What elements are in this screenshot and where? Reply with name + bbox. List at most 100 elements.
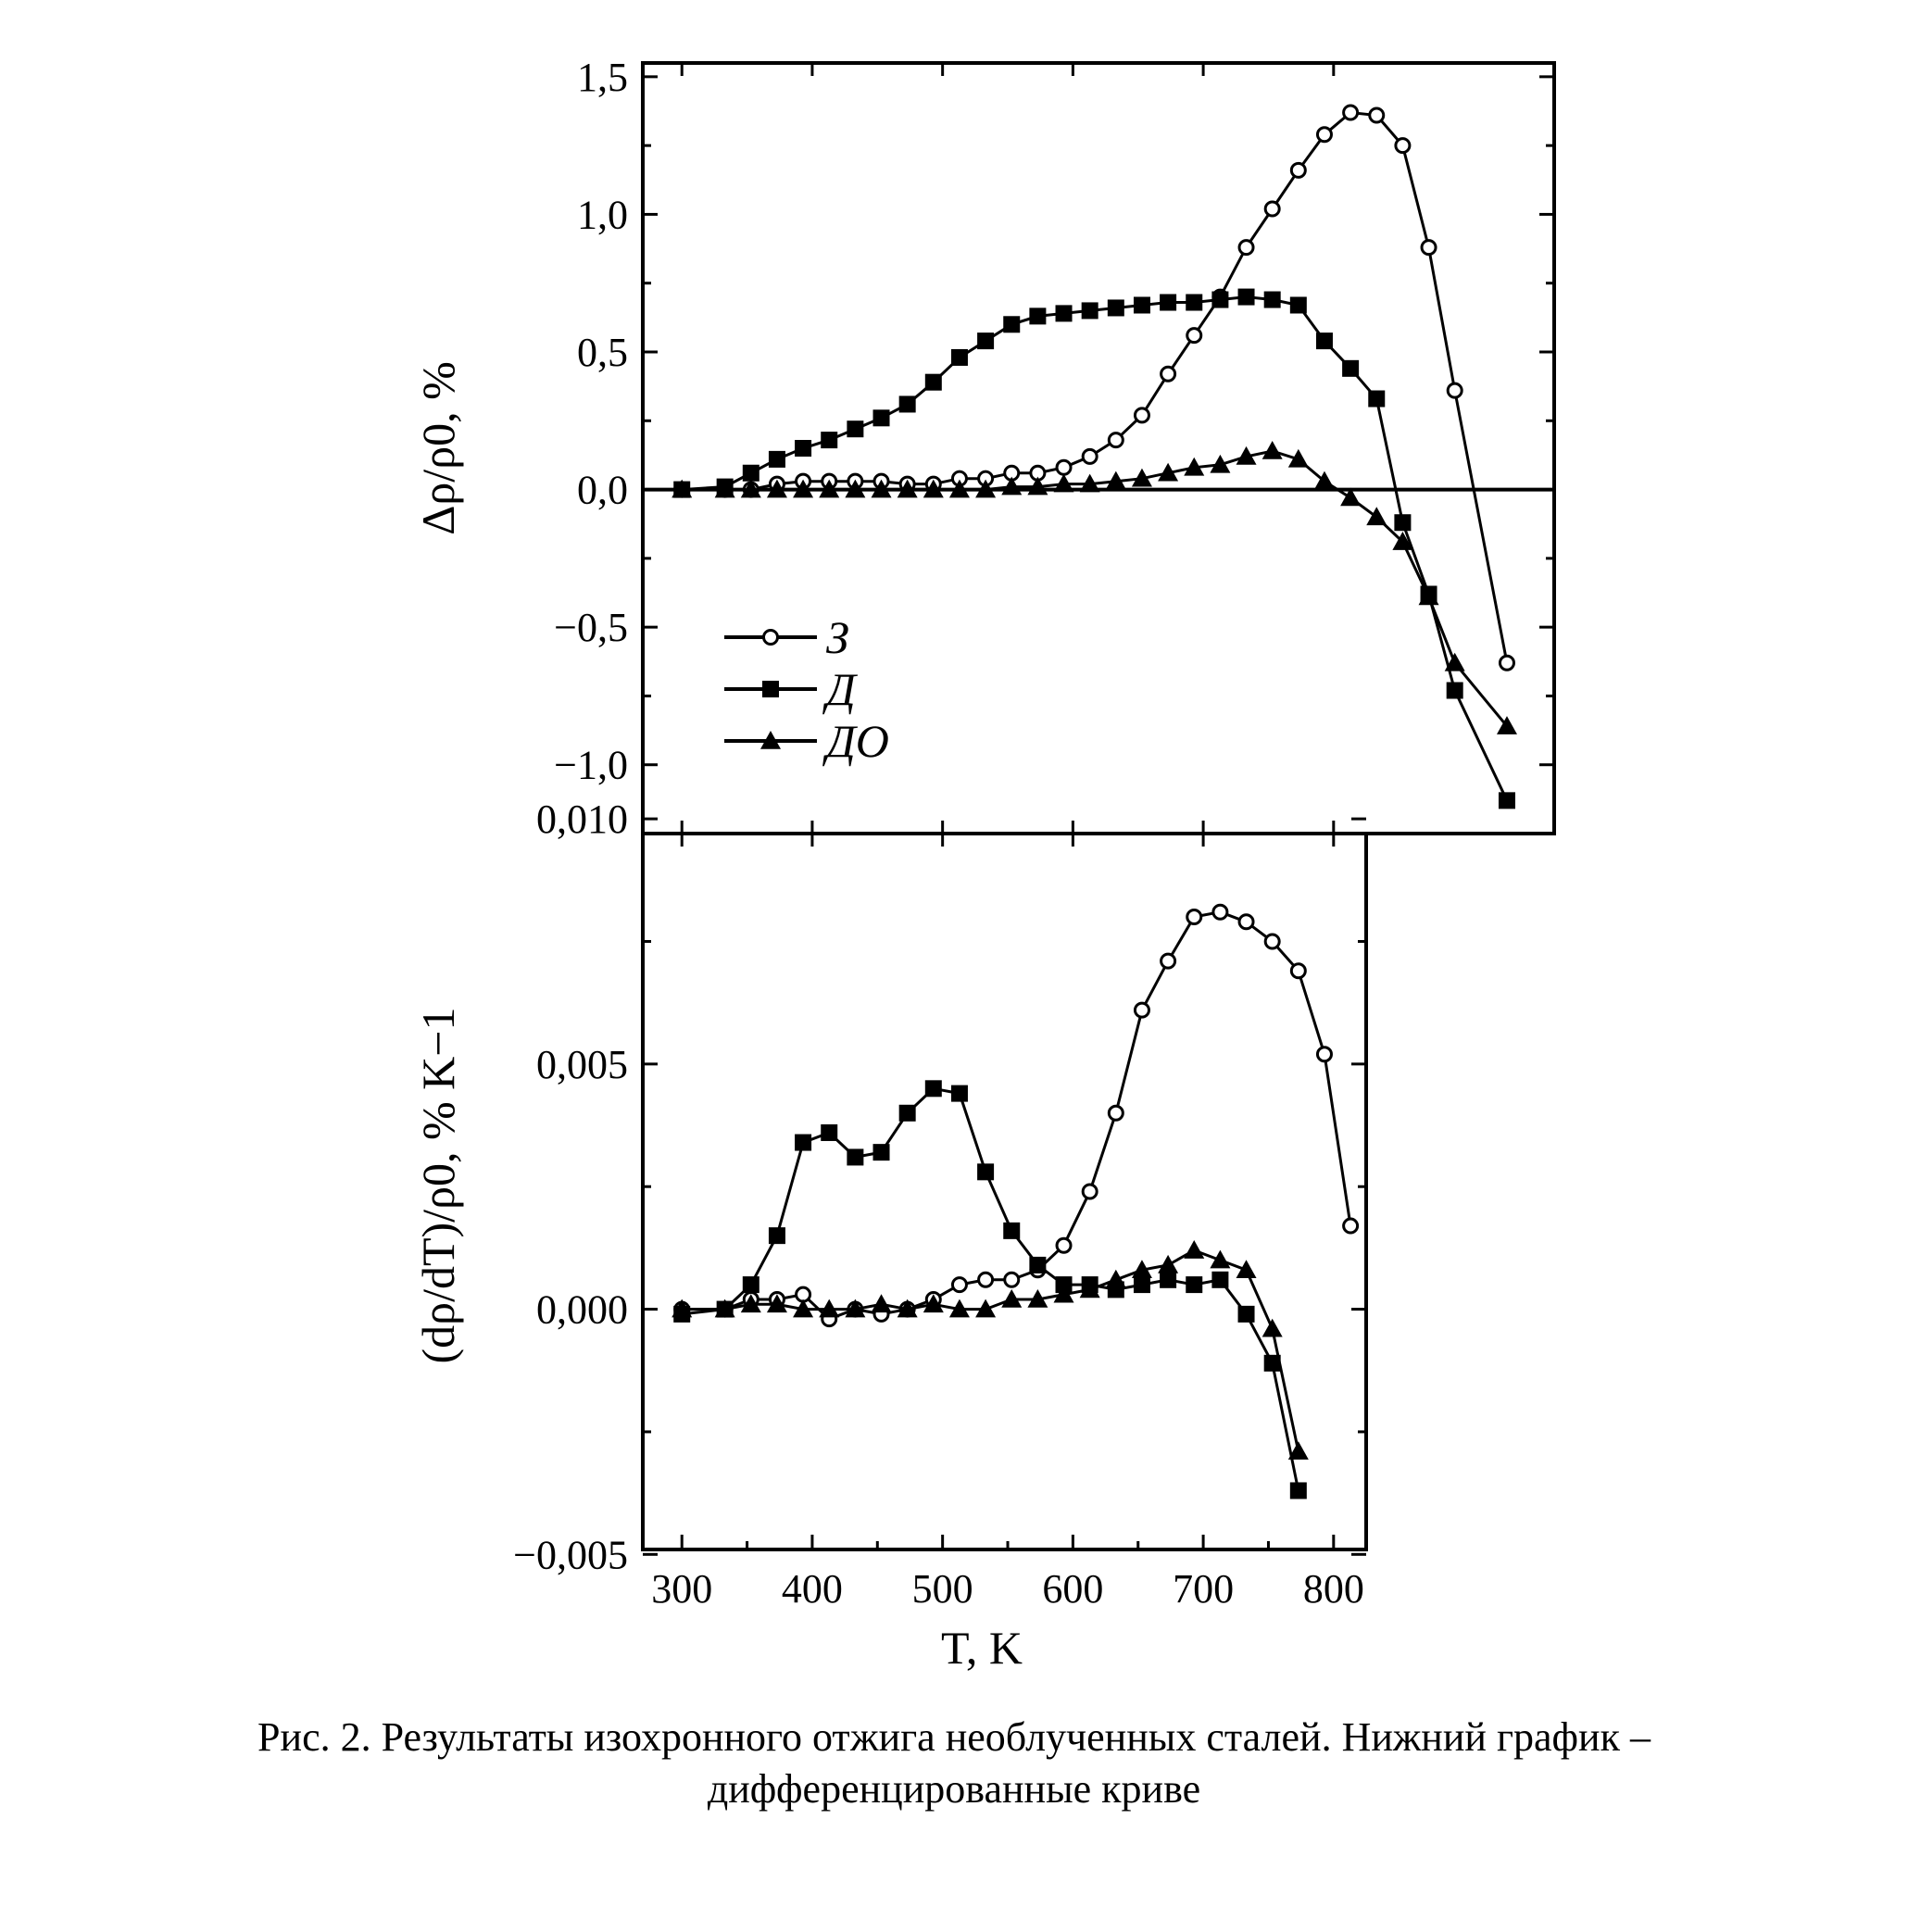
top-point-d bbox=[1263, 291, 1281, 308]
top-series-d bbox=[673, 288, 1515, 809]
x-axis-label: T, K bbox=[941, 1622, 1023, 1674]
top-y-tick-label: 1,0 bbox=[577, 192, 628, 237]
top-point-d bbox=[1368, 390, 1386, 408]
top-point-d bbox=[898, 395, 916, 413]
bottom-series-z bbox=[673, 903, 1360, 1328]
top-point-do bbox=[1313, 470, 1335, 490]
bottom-point-do bbox=[1027, 1288, 1048, 1308]
top-point-d bbox=[1342, 359, 1360, 377]
bottom-panel: 0,010 0,005 0,000 −0,005 300 400 500 600 700 800… bbox=[412, 797, 1368, 1674]
top-point-d bbox=[977, 332, 995, 350]
bottom-point-do bbox=[1053, 1284, 1074, 1303]
top-point-do bbox=[672, 479, 693, 498]
top-point-z bbox=[1420, 239, 1437, 257]
bottom-point-d bbox=[898, 1104, 916, 1122]
top-point-do bbox=[1418, 586, 1439, 606]
bottom-point-z bbox=[1342, 1217, 1360, 1235]
bottom-y-tick-label: 0,010 bbox=[536, 797, 628, 842]
bottom-y-tick-label: −0,005 bbox=[513, 1532, 628, 1577]
bottom-point-d bbox=[1160, 1271, 1177, 1288]
bottom-point-d bbox=[821, 1123, 838, 1141]
top-point-do bbox=[1392, 532, 1413, 550]
top-point-z bbox=[1315, 126, 1333, 144]
top-line-d bbox=[682, 295, 1509, 801]
bottom-point-do bbox=[1262, 1318, 1283, 1337]
top-point-d bbox=[1003, 316, 1021, 333]
bottom-point-do bbox=[1079, 1279, 1100, 1298]
top-point-d bbox=[950, 348, 968, 366]
top-point-d bbox=[924, 373, 942, 391]
bottom-line-d bbox=[682, 1086, 1300, 1491]
top-point-do bbox=[819, 479, 840, 498]
top-point-d bbox=[1029, 307, 1047, 325]
bottom-point-do bbox=[714, 1298, 735, 1318]
bottom-point-z bbox=[1211, 903, 1229, 921]
bottom-point-z bbox=[1160, 952, 1177, 970]
top-point-do bbox=[1496, 716, 1517, 734]
bottom-series-d bbox=[673, 1080, 1307, 1499]
bottom-point-d bbox=[768, 1227, 785, 1245]
top-point-d bbox=[742, 464, 759, 482]
top-point-z bbox=[1498, 654, 1515, 671]
caption-line-2: дифференцированные криве bbox=[707, 1766, 1201, 1812]
top-line-z bbox=[682, 110, 1509, 664]
legend-label-d: Д bbox=[822, 663, 859, 715]
top-point-d bbox=[1133, 296, 1150, 314]
top-point-do bbox=[923, 479, 944, 498]
bottom-point-z bbox=[1133, 1001, 1150, 1019]
top-point-d bbox=[1107, 299, 1124, 317]
top-point-do bbox=[845, 479, 866, 498]
top-point-z bbox=[1186, 327, 1203, 345]
top-y-tick-label: 1,5 bbox=[577, 55, 628, 100]
top-point-d bbox=[1055, 305, 1073, 322]
top-point-do bbox=[1027, 476, 1048, 496]
bottom-point-d bbox=[795, 1134, 812, 1151]
x-ticks: 300 400 500 600 700 800 bbox=[651, 834, 1364, 1612]
bottom-point-z bbox=[1055, 1236, 1073, 1254]
bottom-point-z bbox=[1289, 962, 1307, 980]
top-point-d bbox=[847, 420, 864, 438]
top-point-z bbox=[1263, 200, 1281, 218]
bottom-point-d bbox=[1211, 1271, 1229, 1288]
top-point-d bbox=[1160, 294, 1177, 311]
bottom-point-do bbox=[1210, 1249, 1231, 1269]
top-point-z bbox=[1342, 104, 1360, 121]
top-point-z bbox=[1368, 107, 1386, 124]
top-point-do bbox=[948, 479, 970, 498]
top-point-d bbox=[821, 432, 838, 449]
bottom-point-do bbox=[845, 1298, 866, 1318]
top-point-do bbox=[897, 479, 918, 498]
bottom-point-d bbox=[1237, 1305, 1255, 1323]
bottom-point-do bbox=[975, 1298, 997, 1318]
bottom-line-z bbox=[682, 910, 1352, 1321]
bottom-point-do bbox=[897, 1298, 918, 1318]
bottom-point-do bbox=[871, 1294, 892, 1313]
legend-label-do: ДО bbox=[822, 715, 889, 767]
top-point-do bbox=[1340, 487, 1362, 507]
bottom-point-do bbox=[923, 1294, 944, 1313]
top-point-do bbox=[1184, 457, 1205, 476]
bottom-point-d bbox=[1289, 1482, 1307, 1499]
top-y-tick-label: −1,0 bbox=[554, 743, 628, 788]
bottom-point-z bbox=[1315, 1046, 1333, 1063]
bottom-point-d bbox=[1029, 1256, 1047, 1273]
bottom-point-z bbox=[977, 1271, 995, 1288]
x-tick-label: 400 bbox=[782, 1566, 843, 1612]
bottom-point-do bbox=[1287, 1441, 1309, 1460]
top-point-d bbox=[1394, 514, 1412, 532]
bottom-point-z bbox=[1186, 909, 1203, 926]
top-point-d bbox=[1446, 682, 1463, 699]
top-point-do bbox=[740, 479, 761, 498]
top-point-d bbox=[1186, 294, 1203, 311]
bottom-point-d bbox=[924, 1080, 942, 1098]
top-point-do bbox=[1105, 470, 1126, 490]
top-point-z bbox=[1107, 432, 1124, 449]
legend-label-z: З bbox=[826, 611, 849, 663]
bottom-point-d bbox=[847, 1148, 864, 1166]
bottom-point-d bbox=[1133, 1276, 1150, 1294]
x-tick-label: 800 bbox=[1303, 1566, 1364, 1612]
top-point-do bbox=[793, 479, 814, 498]
top-point-d bbox=[768, 450, 785, 468]
